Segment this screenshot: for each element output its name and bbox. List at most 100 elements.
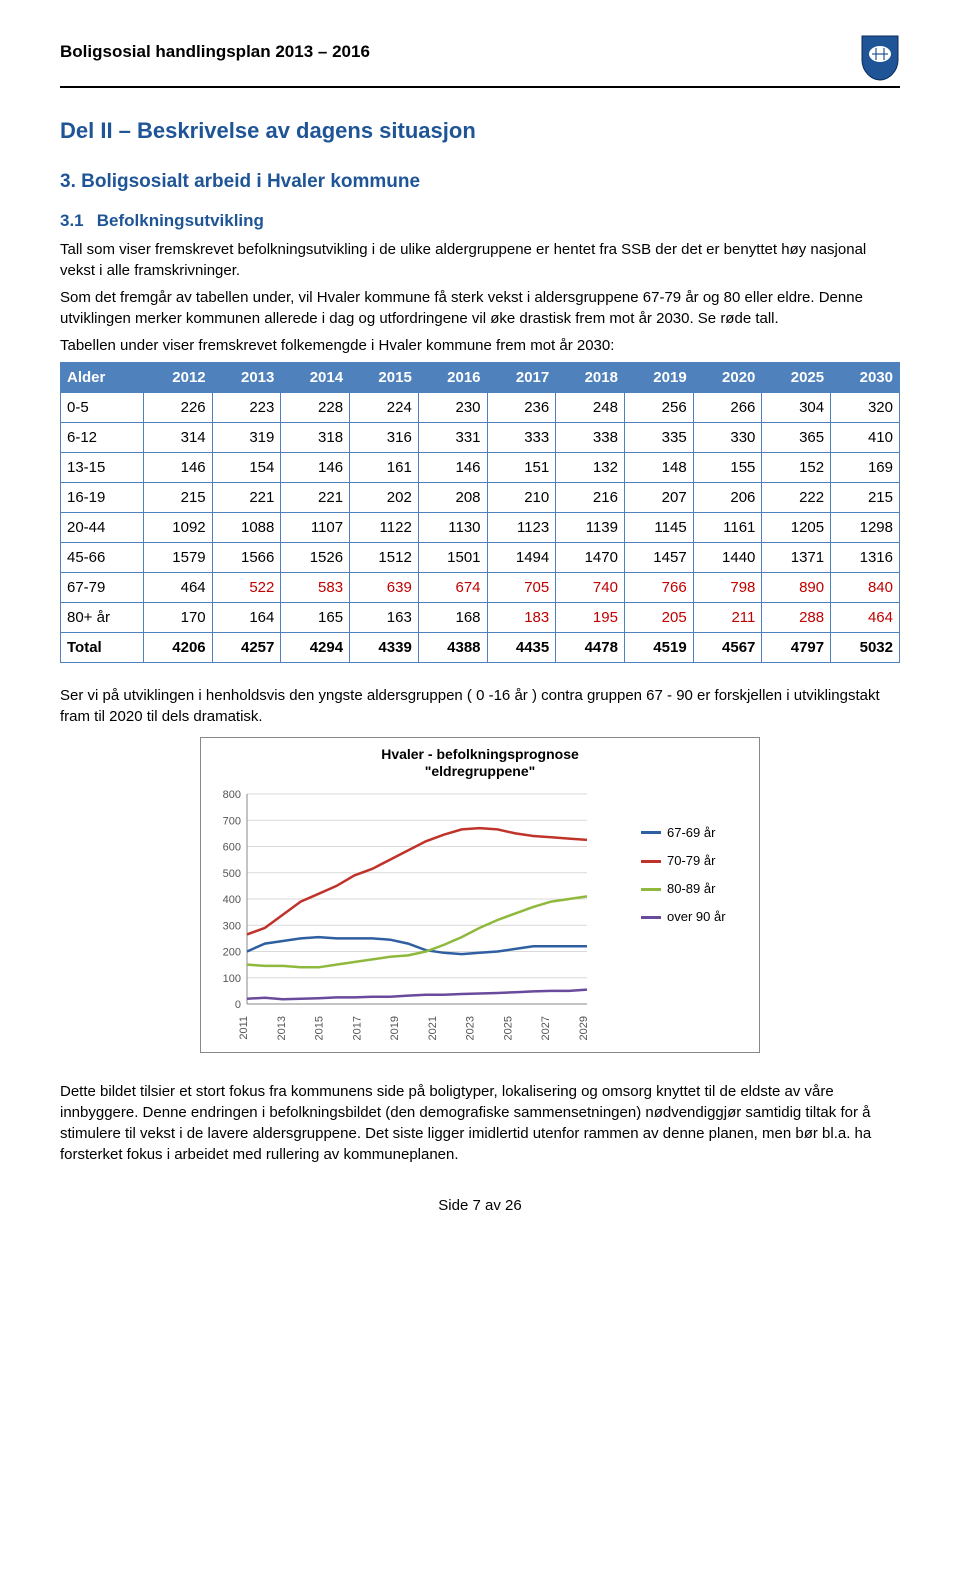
table-cell: 151 <box>487 453 556 483</box>
paragraph: Tall som viser fremskrevet befolkningsut… <box>60 239 900 281</box>
table-cell: 1107 <box>281 513 350 543</box>
table-cell: 333 <box>487 423 556 453</box>
table-cell: 1494 <box>487 543 556 573</box>
table-cell: 1512 <box>350 543 419 573</box>
paragraph: Tabellen under viser fremskrevet folkeme… <box>60 335 900 356</box>
table-cell: 67-79 <box>61 573 144 603</box>
svg-text:400: 400 <box>223 894 241 906</box>
table-cell: 1139 <box>556 513 625 543</box>
table-cell: 20-44 <box>61 513 144 543</box>
table-cell: 169 <box>831 453 900 483</box>
table-cell: 4257 <box>212 633 281 663</box>
table-cell: 1122 <box>350 513 419 543</box>
subsection-label: Befolkningsutvikling <box>97 211 264 230</box>
table-cell: 464 <box>831 603 900 633</box>
table-row: 45-6615791566152615121501149414701457144… <box>61 543 900 573</box>
table-cell: 226 <box>143 393 212 423</box>
table-cell: 330 <box>693 423 762 453</box>
svg-text:700: 700 <box>223 815 241 827</box>
table-cell: 221 <box>281 483 350 513</box>
table-header-cell: 2012 <box>143 363 212 393</box>
table-cell: 464 <box>143 573 212 603</box>
population-table: Alder20122013201420152016201720182019202… <box>60 362 900 663</box>
table-cell: 146 <box>281 453 350 483</box>
table-cell: 840 <box>831 573 900 603</box>
table-cell: 208 <box>418 483 487 513</box>
chart-title: Hvaler - befolkningsprognose "eldregrupp… <box>209 746 751 780</box>
svg-text:300: 300 <box>223 920 241 932</box>
table-cell: 4294 <box>281 633 350 663</box>
svg-text:2013: 2013 <box>276 1016 288 1040</box>
page-footer: Side 7 av 26 <box>60 1195 900 1216</box>
table-cell: 210 <box>487 483 556 513</box>
table-row: 80+ år170164165163168183195205211288464 <box>61 603 900 633</box>
chart-series-line <box>247 989 587 999</box>
table-cell: 1440 <box>693 543 762 573</box>
line-chart: 0100200300400500600700800201120132015201… <box>209 784 629 1044</box>
svg-text:100: 100 <box>223 973 241 985</box>
legend-item: 80-89 år <box>641 880 726 898</box>
table-cell: 163 <box>350 603 419 633</box>
table-cell: 4478 <box>556 633 625 663</box>
table-cell: 215 <box>143 483 212 513</box>
svg-text:0: 0 <box>235 999 241 1011</box>
table-cell: 146 <box>143 453 212 483</box>
table-cell: 1092 <box>143 513 212 543</box>
chart-series-line <box>247 828 587 934</box>
chart-title-line2: "eldregruppene" <box>425 763 536 779</box>
table-cell: 206 <box>693 483 762 513</box>
table-cell: 304 <box>762 393 831 423</box>
table-cell: 16-19 <box>61 483 144 513</box>
table-cell: Total <box>61 633 144 663</box>
table-cell: 148 <box>624 453 693 483</box>
legend-swatch <box>641 860 661 863</box>
table-cell: 224 <box>350 393 419 423</box>
table-cell: 230 <box>418 393 487 423</box>
svg-text:200: 200 <box>223 946 241 958</box>
table-cell: 248 <box>556 393 625 423</box>
table-cell: 316 <box>350 423 419 453</box>
table-cell: 1457 <box>624 543 693 573</box>
table-cell: 1579 <box>143 543 212 573</box>
legend-item: over 90 år <box>641 908 726 926</box>
table-header-row: Alder20122013201420152016201720182019202… <box>61 363 900 393</box>
legend-label: 80-89 år <box>667 880 715 898</box>
table-header-cell: Alder <box>61 363 144 393</box>
legend-swatch <box>641 916 661 919</box>
table-cell: 207 <box>624 483 693 513</box>
table-cell: 319 <box>212 423 281 453</box>
table-row: Total42064257429443394388443544784519456… <box>61 633 900 663</box>
table-cell: 1130 <box>418 513 487 543</box>
table-row: 67-79464522583639674705740766798890840 <box>61 573 900 603</box>
table-cell: 155 <box>693 453 762 483</box>
table-cell: 216 <box>556 483 625 513</box>
legend-item: 67-69 år <box>641 824 726 842</box>
table-cell: 168 <box>418 603 487 633</box>
table-cell: 1123 <box>487 513 556 543</box>
svg-text:2021: 2021 <box>427 1016 439 1040</box>
svg-text:800: 800 <box>223 789 241 801</box>
table-body: 0-52262232282242302362482562663043206-12… <box>61 393 900 663</box>
table-cell: 740 <box>556 573 625 603</box>
legend-label: 67-69 år <box>667 824 715 842</box>
table-cell: 0-5 <box>61 393 144 423</box>
table-row: 16-19215221221202208210216207206222215 <box>61 483 900 513</box>
table-cell: 170 <box>143 603 212 633</box>
table-cell: 1566 <box>212 543 281 573</box>
table-header-cell: 2020 <box>693 363 762 393</box>
svg-text:600: 600 <box>223 841 241 853</box>
municipal-shield-icon <box>860 34 900 82</box>
table-cell: 705 <box>487 573 556 603</box>
header-title: Boligsosial handlingsplan 2013 – 2016 <box>60 40 370 64</box>
subsection-heading: 3.1 Befolkningsutvikling <box>60 209 900 233</box>
table-cell: 1298 <box>831 513 900 543</box>
chart-series-line <box>247 896 587 967</box>
legend-swatch <box>641 831 661 834</box>
table-cell: 183 <box>487 603 556 633</box>
table-cell: 318 <box>281 423 350 453</box>
svg-text:2029: 2029 <box>578 1016 590 1040</box>
table-cell: 583 <box>281 573 350 603</box>
chart-container: Hvaler - befolkningsprognose "eldregrupp… <box>200 737 760 1053</box>
table-cell: 331 <box>418 423 487 453</box>
table-header-cell: 2014 <box>281 363 350 393</box>
